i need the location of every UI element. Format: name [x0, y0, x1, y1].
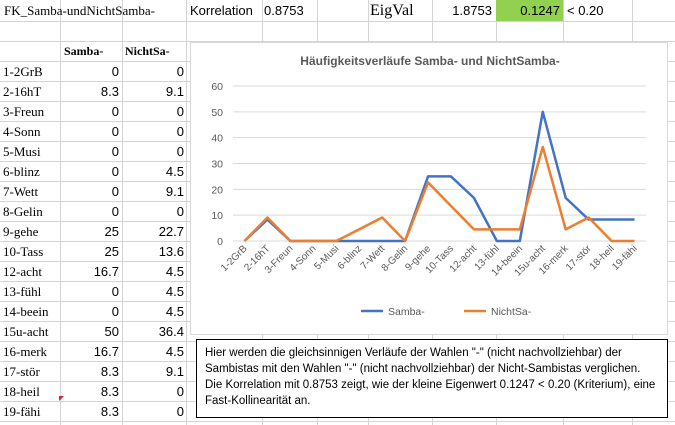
x-tick-label: 8-Gelin — [380, 243, 411, 274]
samba-value-cell[interactable]: 0 — [111, 204, 119, 219]
row-gridline — [0, 41, 675, 42]
x-tick-label: 6-blinz — [336, 243, 365, 272]
row-gridline — [0, 421, 675, 422]
nichtsamba-value-cell[interactable]: 0 — [176, 144, 184, 159]
column-gridline — [122, 0, 123, 425]
eigval-2-cell[interactable]: 0.1247 — [520, 3, 560, 18]
y-tick-label: 0 — [217, 236, 223, 248]
y-tick-label: 20 — [211, 184, 223, 196]
samba-value-cell[interactable]: 8.3 — [100, 84, 119, 99]
nichtsamba-value-cell[interactable]: 13.6 — [158, 244, 184, 259]
nichtsamba-value-cell[interactable]: 0 — [176, 384, 184, 399]
y-tick-label: 30 — [211, 159, 223, 171]
samba-value-cell[interactable]: 8.3 — [100, 384, 119, 399]
y-tick-label: 10 — [211, 210, 223, 222]
row-label-cell[interactable]: 5-Musi — [3, 144, 41, 159]
nichtsamba-value-cell[interactable]: 22.7 — [158, 224, 184, 239]
samba-value-cell[interactable]: 0 — [111, 104, 119, 119]
nichtsamba-value-cell[interactable]: 9.1 — [165, 84, 184, 99]
nichtsamba-value-cell[interactable]: 0 — [176, 404, 184, 419]
y-tick-label: 40 — [211, 133, 223, 145]
samba-value-cell[interactable]: 16.7 — [93, 264, 119, 279]
eigval-1-cell[interactable]: 1.8753 — [452, 3, 492, 18]
row-label-cell[interactable]: 3-Freun — [3, 104, 45, 119]
row-label-cell[interactable]: 16-merk — [3, 344, 48, 359]
samba-value-cell[interactable]: 0 — [111, 64, 119, 79]
nichtsamba-value-cell[interactable]: 0 — [176, 204, 184, 219]
series-line-NichtSa- — [243, 145, 635, 243]
comment-textbox[interactable]: Hier werden die gleichsinnigen Verläufe … — [196, 339, 668, 418]
column-gridline — [60, 0, 61, 425]
row-label-cell[interactable]: 17-stör — [3, 364, 40, 379]
nichtsamba-value-cell[interactable]: 4.5 — [165, 284, 184, 299]
row-gridline — [0, 21, 675, 22]
samba-value-cell[interactable]: 0 — [111, 144, 119, 159]
samba-value-cell[interactable]: 0 — [111, 164, 119, 179]
row-label-cell[interactable]: 10-Tass — [3, 244, 44, 259]
comment-indicator[interactable] — [59, 396, 64, 401]
column-gridline — [186, 0, 187, 425]
series-line-Samba- — [243, 110, 635, 243]
sheet-title-cell[interactable]: FK_Samba-undNichtSamba- — [4, 3, 155, 18]
nichtsamba-value-cell[interactable]: 4.5 — [165, 304, 184, 319]
nichtsamba-value-cell[interactable]: 0 — [176, 124, 184, 139]
row-label-cell[interactable]: 2-16hT — [3, 84, 42, 99]
samba-value-cell[interactable]: 16.7 — [93, 344, 119, 359]
comment-text: Hier werden die gleichsinnigen Verläufe … — [205, 347, 656, 407]
nichtsamba-value-cell[interactable]: 4.5 — [165, 344, 184, 359]
samba-value-cell[interactable]: 50 — [104, 324, 119, 339]
column-header-samba[interactable]: Samba- — [64, 44, 104, 58]
chart-title: Häufigkeitsverläufe Samba- und NichtSamb… — [300, 54, 559, 68]
y-tick-label: 50 — [211, 107, 223, 119]
row-label-cell[interactable]: 6-blinz — [3, 164, 40, 179]
nichtsamba-value-cell[interactable]: 0 — [176, 104, 184, 119]
row-label-cell[interactable]: 1-2GrB — [3, 64, 43, 79]
criterion-cell[interactable]: < 0.20 — [567, 3, 604, 18]
x-tick-label: 4-Sonn — [288, 243, 319, 274]
eigval-label-cell[interactable]: EigVal — [370, 2, 414, 19]
korrelation-label-cell[interactable]: Korrelation — [190, 3, 253, 18]
korrelation-value-cell[interactable]: 0.8753 — [264, 3, 304, 18]
nichtsamba-value-cell[interactable]: 4.5 — [165, 164, 184, 179]
row-label-cell[interactable]: 13-fühl — [3, 284, 42, 299]
samba-value-cell[interactable]: 8.3 — [100, 364, 119, 379]
row-label-cell[interactable]: 18-heil — [3, 384, 40, 399]
row-label-cell[interactable]: 15u-acht — [3, 324, 49, 339]
samba-value-cell[interactable]: 0 — [111, 284, 119, 299]
samba-value-cell[interactable]: 0 — [111, 124, 119, 139]
row-label-cell[interactable]: 8-Gelin — [3, 204, 43, 219]
row-label-cell[interactable]: 9-gehe — [3, 224, 39, 239]
x-tick-label: 19-fähi — [610, 243, 639, 272]
samba-value-cell[interactable]: 0 — [111, 304, 119, 319]
row-label-cell[interactable]: 14-beein — [3, 304, 49, 319]
y-tick-label: 60 — [211, 81, 223, 93]
eigval-2-highlight — [496, 0, 563, 21]
column-header-nichtsamba[interactable]: NichtSa- — [125, 44, 170, 58]
row-label-cell[interactable]: 12-acht — [3, 264, 42, 279]
nichtsamba-value-cell[interactable]: 4.5 — [165, 264, 184, 279]
chart-canvas: Häufigkeitsverläufe Samba- und NichtSamb… — [211, 54, 646, 318]
line-chart[interactable]: Häufigkeitsverläufe Samba- und NichtSamb… — [190, 42, 668, 335]
samba-value-cell[interactable]: 25 — [104, 224, 119, 239]
nichtsamba-value-cell[interactable]: 9.1 — [165, 364, 184, 379]
samba-value-cell[interactable]: 0 — [111, 184, 119, 199]
x-tick-label: 5-Musi — [312, 243, 341, 272]
nichtsamba-value-cell[interactable]: 0 — [176, 64, 184, 79]
row-label-cell[interactable]: 4-Sonn — [3, 124, 41, 139]
row-label-cell[interactable]: 7-Wett — [3, 184, 39, 199]
nichtsamba-value-cell[interactable]: 36.4 — [158, 324, 184, 339]
samba-value-cell[interactable]: 8.3 — [100, 404, 119, 419]
nichtsamba-value-cell[interactable]: 9.1 — [165, 184, 184, 199]
legend-label: Samba- — [388, 306, 425, 318]
legend-label: NichtSa- — [491, 306, 532, 318]
samba-value-cell[interactable]: 25 — [104, 244, 119, 259]
x-tick-label: 17-stör — [564, 243, 594, 273]
row-label-cell[interactable]: 19-fähi — [3, 404, 41, 419]
